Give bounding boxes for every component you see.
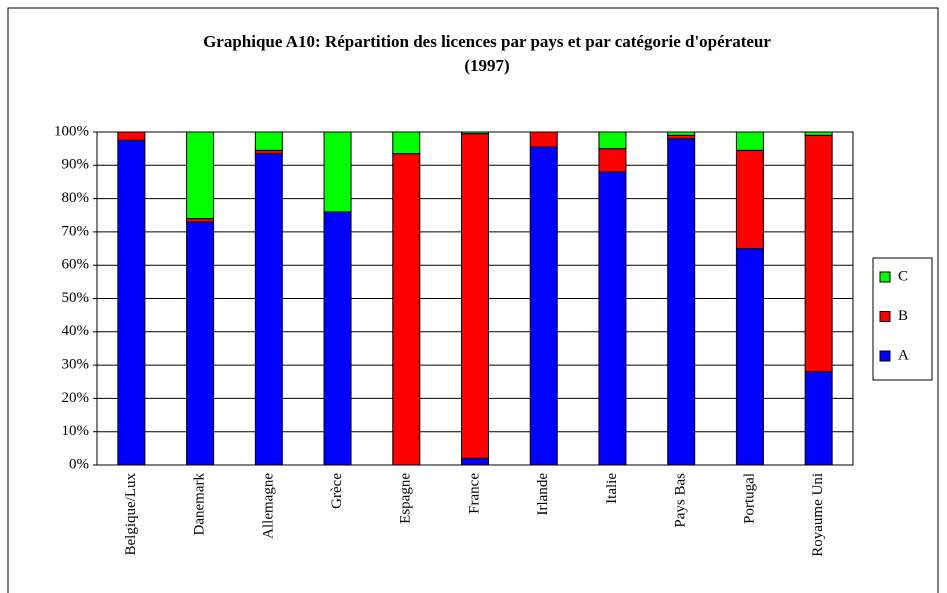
bar-segment: [392, 131, 421, 155]
bar-segment: [186, 221, 215, 466]
x-tick-label: Grèce: [329, 473, 345, 509]
y-tick-label: 50%: [62, 290, 90, 306]
bar-segment: [598, 131, 627, 150]
x-tick-label: Pays Bas: [673, 473, 689, 528]
legend-swatch: [879, 350, 891, 362]
bar-segment: [254, 153, 283, 466]
bar-segment: [254, 131, 283, 151]
bar-segment: [461, 131, 489, 135]
y-tick-label: 40%: [62, 323, 90, 339]
y-tick-label: 30%: [62, 357, 90, 373]
bar-segment: [117, 131, 146, 141]
legend-label: B: [898, 308, 908, 324]
x-tick-label: Allemagne: [260, 473, 276, 539]
x-tick-label: Italie: [604, 473, 620, 504]
x-tick-label: Belgique/Lux: [123, 473, 139, 556]
x-tick-label: France: [466, 473, 482, 514]
chart-title: (1997): [464, 56, 509, 75]
bar-segment: [804, 131, 833, 136]
legend-swatch: [879, 311, 891, 322]
bar-segment: [461, 133, 489, 459]
bar-segment: [667, 138, 696, 466]
x-tick-label: Irlande: [535, 473, 551, 516]
chart-title: Graphique A10: Répartition des licences …: [203, 32, 771, 51]
bar-segment: [598, 171, 627, 466]
y-tick-label: 60%: [62, 257, 90, 273]
y-tick-label: 90%: [62, 157, 90, 173]
legend-label: C: [898, 268, 908, 284]
y-tick-label: 100%: [54, 123, 89, 139]
bar-segment: [667, 131, 696, 136]
bar-segment: [598, 148, 627, 173]
legend-label: A: [898, 347, 909, 363]
y-tick-label: 80%: [62, 190, 90, 206]
bar-segment: [117, 139, 146, 466]
bar-segment: [529, 131, 558, 148]
chart-frame: [7, 7, 939, 593]
x-tick-label: Portugal: [741, 473, 757, 524]
bar-segment: [323, 131, 352, 213]
y-tick-label: 70%: [62, 223, 90, 239]
bar-segment: [735, 149, 764, 250]
bar-segment: [804, 371, 833, 466]
bar-segment: [461, 457, 489, 466]
y-tick-label: 20%: [62, 390, 90, 406]
legend-swatch: [879, 271, 891, 283]
x-tick-label: Danemark: [192, 473, 208, 536]
bar-segment: [804, 134, 833, 373]
bar-segment: [529, 146, 558, 466]
y-tick-label: 0%: [69, 456, 89, 472]
bar-segment: [735, 131, 764, 151]
x-tick-label: Royaume Uni: [810, 473, 826, 557]
bar-segment: [392, 153, 421, 466]
y-tick-label: 10%: [62, 423, 90, 439]
bar-segment: [323, 211, 352, 466]
bar-segment: [186, 131, 215, 220]
bar-segment: [735, 248, 764, 466]
x-tick-label: Espagne: [398, 473, 414, 524]
